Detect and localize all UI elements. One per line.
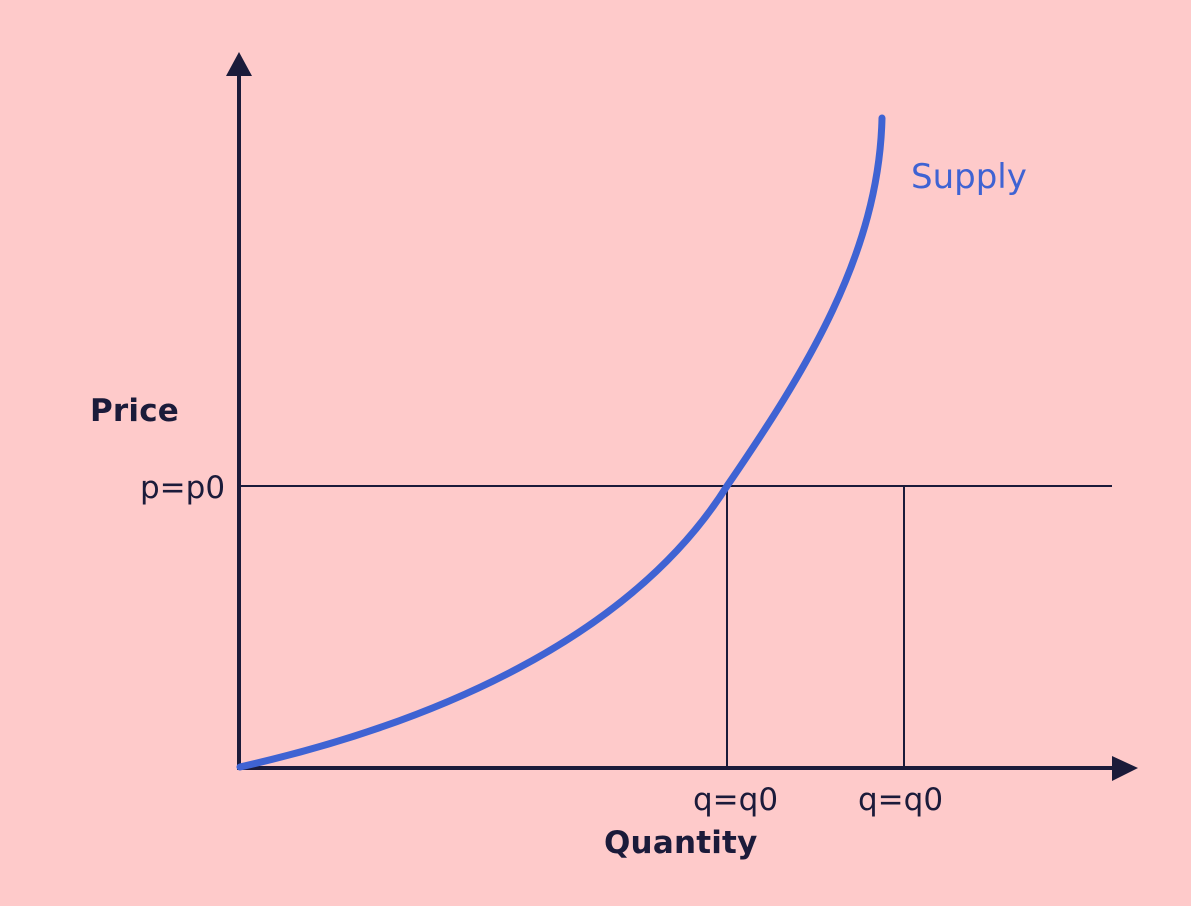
supply-curve-label: Supply bbox=[911, 157, 1027, 197]
x-axis-arrow-icon bbox=[1112, 756, 1138, 781]
price-marker-label: p=p0 bbox=[140, 470, 226, 506]
quantity-axis-title: Quantity bbox=[604, 825, 758, 861]
y-axis-arrow-icon bbox=[226, 52, 252, 76]
price-axis-title: Price bbox=[90, 393, 180, 429]
quantity-marker-label-2: q=q0 bbox=[858, 782, 944, 818]
supply-curve bbox=[236, 114, 886, 771]
quantity-marker-label-1: q=q0 bbox=[693, 782, 779, 818]
